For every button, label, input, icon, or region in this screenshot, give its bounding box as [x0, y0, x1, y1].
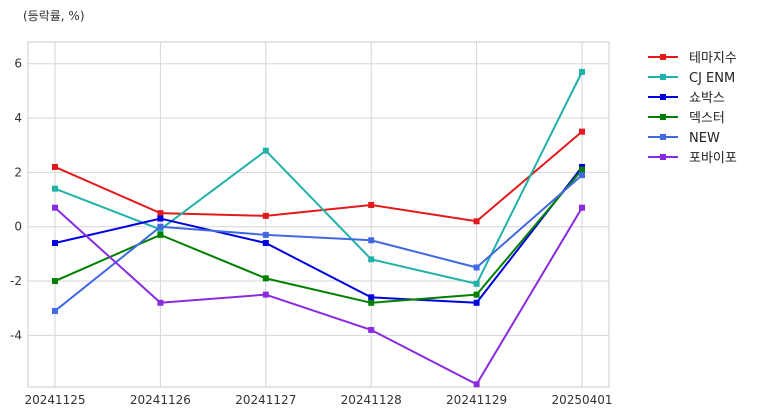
- y-tick-label: 6: [14, 57, 22, 71]
- series-1: [52, 128, 585, 225]
- data-point: [579, 128, 585, 135]
- series-3: [52, 163, 585, 306]
- data-point: [52, 307, 58, 314]
- legend-label: 테마지수: [689, 51, 737, 66]
- data-point: [368, 201, 375, 208]
- legend-entry: 쇼박스: [648, 91, 725, 106]
- x-tick-label: 20241129: [446, 393, 507, 407]
- legend-entry: CJ ENM: [648, 71, 735, 86]
- legend-swatch-marker: [660, 54, 666, 60]
- legend-swatch-marker: [660, 154, 666, 160]
- x-tick-label: 20241127: [235, 393, 296, 407]
- data-point: [262, 212, 269, 219]
- x-tick-label: 20250401: [551, 393, 612, 407]
- legend-entry: 포바이포: [648, 151, 737, 166]
- series-line: [54, 130, 583, 223]
- legend-swatch-marker: [660, 114, 666, 120]
- legend-swatch-marker: [660, 94, 666, 100]
- data-point: [368, 256, 375, 263]
- data-point: [52, 278, 58, 285]
- y-tick-label: 0: [14, 220, 22, 234]
- y-tick-label: 2: [14, 165, 22, 179]
- x-tick-label: 20241126: [130, 393, 191, 407]
- data-point: [473, 299, 480, 306]
- data-point: [368, 294, 375, 301]
- data-point: [52, 240, 58, 247]
- data-point: [579, 68, 585, 75]
- data-point: [473, 218, 480, 225]
- data-point: [157, 215, 164, 222]
- legend-label: NEW: [689, 131, 720, 146]
- data-point: [52, 204, 58, 211]
- series-line: [54, 169, 583, 304]
- series-line: [54, 174, 583, 312]
- legend-entry: 테마지수: [648, 51, 737, 66]
- series-2: [52, 68, 585, 287]
- series-line: [54, 71, 583, 285]
- legend-swatch-marker: [660, 134, 666, 140]
- legend-entry: 덱스터: [648, 111, 725, 126]
- data-point: [157, 223, 164, 230]
- y-tick-label: -4: [10, 328, 22, 342]
- data-point: [262, 240, 269, 247]
- x-tick-label: 20241125: [24, 393, 85, 407]
- data-point: [473, 291, 480, 298]
- legend-label: CJ ENM: [689, 71, 735, 86]
- data-point: [157, 210, 164, 217]
- plot-frame: [27, 41, 610, 388]
- series-line: [54, 206, 583, 386]
- series-6: [52, 204, 585, 388]
- y-axis-ticks: -4 -2 0 2 4 6: [10, 57, 22, 343]
- x-tick-label: 20241128: [341, 393, 402, 407]
- data-point: [579, 166, 585, 173]
- data-point: [157, 231, 164, 238]
- data-point: [579, 172, 585, 179]
- data-point: [52, 185, 58, 192]
- y-tick-label: 4: [14, 111, 22, 125]
- legend-swatch-marker: [660, 74, 666, 80]
- legend-entry: NEW: [648, 131, 720, 146]
- legend-label: 쇼박스: [689, 91, 725, 106]
- y-axis-label: (등락률, %): [23, 9, 85, 23]
- series-4: [52, 166, 585, 306]
- data-point: [262, 275, 269, 282]
- data-point: [157, 299, 164, 306]
- series-layer: [52, 68, 585, 388]
- legend-label: 덱스터: [689, 111, 725, 126]
- series-line: [54, 166, 583, 304]
- data-point: [473, 381, 480, 388]
- data-point: [262, 147, 269, 154]
- data-point: [262, 291, 269, 298]
- data-point: [262, 231, 269, 238]
- data-point: [368, 299, 375, 306]
- x-axis-ticks: 20241125 20241126 20241127 20241128 20241129…: [24, 393, 612, 407]
- y-tick-label: -2: [10, 274, 22, 288]
- data-point: [52, 163, 58, 170]
- data-point: [473, 280, 480, 287]
- data-point: [368, 237, 375, 244]
- data-point: [579, 204, 585, 211]
- series-5: [52, 172, 585, 314]
- grid: [28, 42, 609, 387]
- data-point: [473, 264, 480, 271]
- data-point: [368, 326, 375, 333]
- legend-label: 포바이포: [689, 151, 737, 166]
